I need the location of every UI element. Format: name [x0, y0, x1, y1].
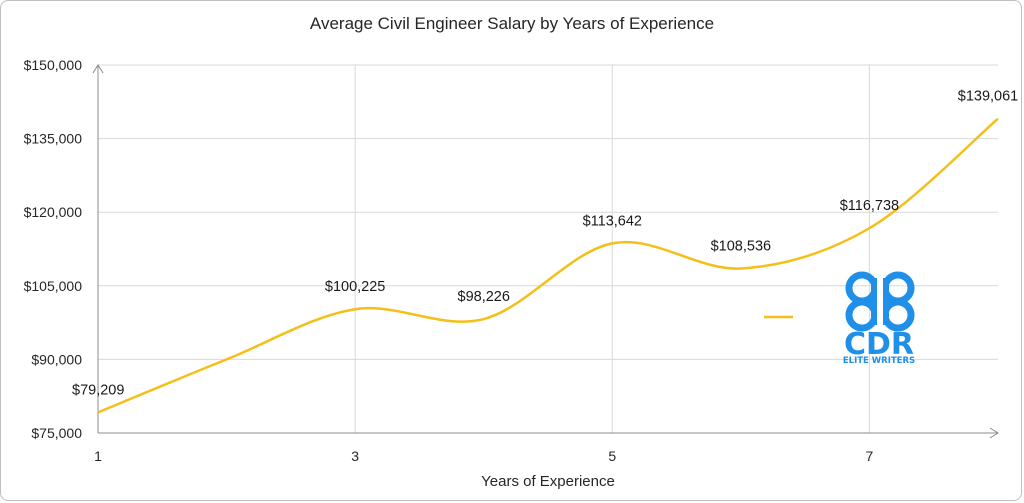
x-axis-arrow — [989, 427, 999, 439]
chart-title: Average Civil Engineer Salary by Years o… — [309, 14, 715, 33]
axes — [92, 64, 999, 439]
data-label: $100,225 — [325, 279, 385, 295]
data-labels: $79,209 $100,225 $98,226 $113,642 $108,536 $1… — [72, 89, 1018, 399]
y-tick-label: $105,000 — [24, 278, 83, 294]
y-tick-label: $120,000 — [24, 204, 83, 220]
gridlines — [98, 64, 998, 433]
logo-subtext: ELITE WRITERS — [843, 356, 915, 366]
x-tick-labels: 1 3 5 7 — [94, 448, 873, 464]
y-tick-label: $150,000 — [24, 57, 83, 73]
y-tick-labels: $75,000 $90,000 $105,000 $120,000 $135,000 $1… — [24, 57, 83, 441]
data-label: $139,061 — [958, 89, 1018, 105]
x-tick-label: 5 — [608, 448, 616, 464]
logo-text: CDR — [844, 327, 914, 362]
data-label: $116,738 — [840, 198, 899, 214]
data-label: $108,536 — [711, 238, 771, 254]
data-label: $79,209 — [72, 382, 124, 398]
y-tick-label: $135,000 — [24, 131, 83, 147]
y-tick-label: $90,000 — [31, 351, 82, 367]
x-tick-label: 3 — [351, 448, 359, 464]
y-axis-arrow — [92, 64, 104, 74]
x-axis-title: Years of Experience — [481, 473, 615, 490]
x-tick-label: 1 — [94, 448, 102, 464]
series-line — [97, 117, 999, 414]
data-label: $113,642 — [583, 213, 642, 229]
data-label: $98,226 — [458, 289, 510, 305]
y-tick-label: $75,000 — [31, 425, 82, 441]
x-tick-label: 7 — [866, 448, 874, 464]
